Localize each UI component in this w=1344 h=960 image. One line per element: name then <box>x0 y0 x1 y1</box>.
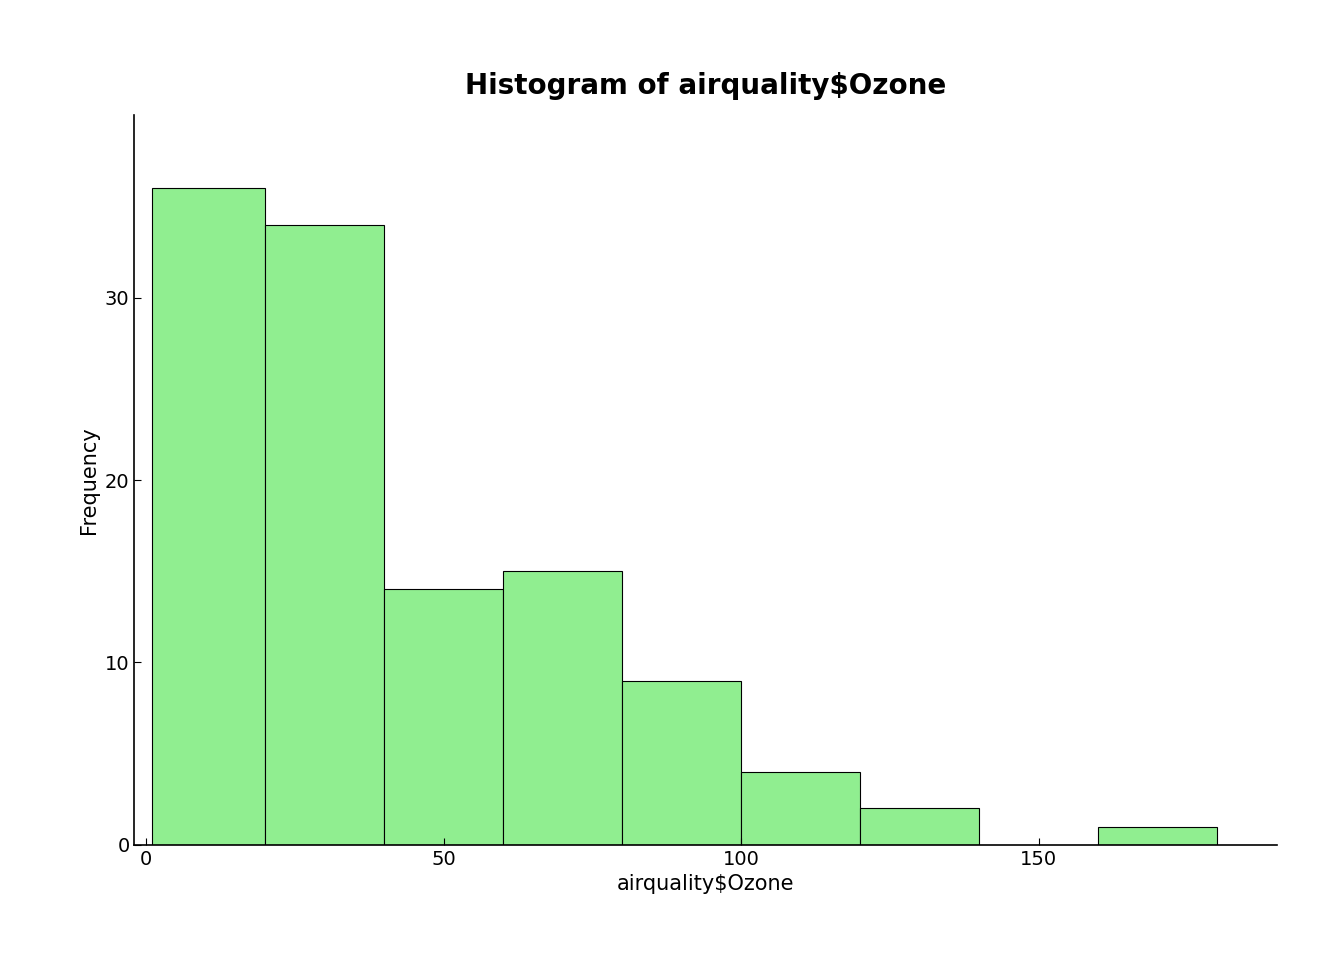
Bar <box>152 188 265 845</box>
Bar <box>503 571 622 845</box>
Bar <box>265 225 384 845</box>
Title: Histogram of airquality$Ozone: Histogram of airquality$Ozone <box>465 72 946 101</box>
Bar <box>742 772 860 845</box>
Bar <box>1098 827 1218 845</box>
Bar <box>622 681 742 845</box>
Y-axis label: Frequency: Frequency <box>79 426 99 534</box>
Bar <box>384 589 503 845</box>
Bar <box>860 808 980 845</box>
X-axis label: airquality$Ozone: airquality$Ozone <box>617 875 794 894</box>
